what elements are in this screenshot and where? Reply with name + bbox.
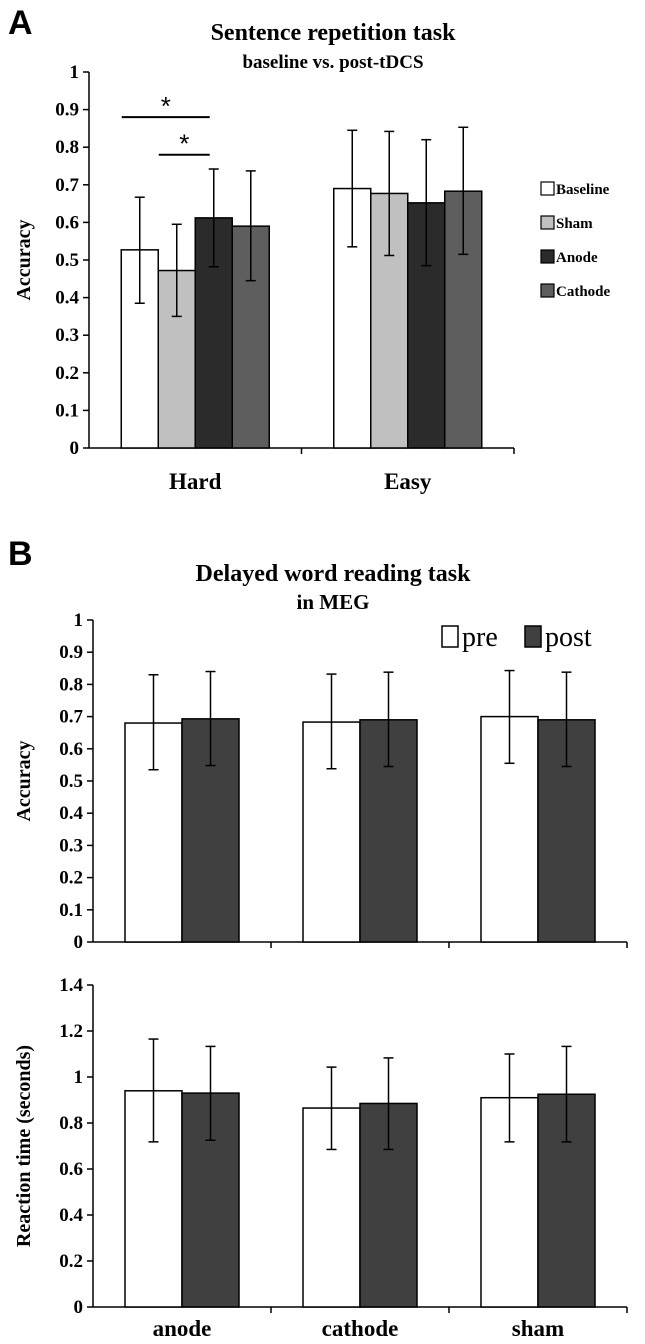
y-tick-label: 0.7 — [59, 707, 83, 728]
y-tick-label: 1 — [70, 62, 80, 83]
y-axis-label: Accuracy — [13, 740, 35, 821]
y-axis-label: Accuracy — [13, 219, 35, 300]
y-tick-label: 0.6 — [59, 739, 83, 760]
x-category-label: Easy — [384, 469, 432, 494]
legend-label-baseline: Baseline — [556, 182, 610, 198]
legend-label-pre: pre — [462, 622, 498, 653]
y-tick-label: 1.2 — [59, 1021, 83, 1042]
legend-swatch-sham — [540, 215, 555, 230]
x-category-label: sham — [512, 1316, 564, 1341]
y-tick-label: 0.4 — [59, 1205, 83, 1226]
y-tick-label: 0.8 — [55, 137, 79, 158]
y-tick-label: 0.6 — [59, 1159, 83, 1180]
x-category-label: anode — [153, 1316, 212, 1341]
chart-b-subtitle: in MEG — [297, 590, 370, 614]
chart-a: 0 0.1 0.2 0.3 0.4 0.5 0.6 0.7 0.8 0.9 1 Accuracy Har… — [13, 62, 611, 494]
y-tick-label: 0.4 — [55, 288, 79, 309]
chart-a-title: Sentence repetition task — [211, 20, 457, 46]
bar-post-cathode — [359, 1102, 418, 1308]
panel-label-b: B — [8, 535, 33, 573]
y-tick-label: 0.4 — [59, 803, 83, 824]
legend-swatch-baseline — [540, 181, 555, 196]
x-category-label: cathode — [322, 1316, 399, 1341]
y-tick-label: 1 — [74, 1067, 84, 1088]
y-tick-label: 0 — [70, 438, 80, 459]
y-tick-label: 0.5 — [55, 250, 79, 271]
y-tick-label: 0.3 — [55, 325, 79, 346]
y-tick-label: 0 — [74, 932, 84, 953]
y-tick-label: 0.6 — [55, 212, 79, 233]
y-tick-label: 0 — [74, 1297, 84, 1318]
y-tick-label: 0.2 — [59, 1251, 83, 1272]
panel-label-a: A — [8, 4, 33, 42]
legend-label-post: post — [545, 622, 592, 653]
chart-b-reaction-time: 0 0.2 0.4 0.6 0.8 1 1.2 1.4 Reaction time (secon… — [13, 975, 628, 1341]
legend-swatch-pre — [441, 625, 459, 648]
y-tick-label: 0.3 — [59, 835, 83, 856]
legend-label-sham: Sham — [556, 216, 593, 232]
significance-star: * — [161, 91, 171, 121]
legend-swatch-anode — [540, 249, 555, 264]
y-tick-label: 0.9 — [55, 100, 79, 121]
legend-label-anode: Anode — [556, 250, 598, 266]
y-axis-label: Reaction time (seconds) — [13, 1045, 35, 1247]
legend-swatch-cathode — [540, 283, 555, 298]
x-category-label: Hard — [169, 469, 222, 494]
y-tick-label: 0.9 — [59, 642, 83, 663]
legend-label-cathode: Cathode — [556, 284, 611, 300]
chart-b-title: Delayed word reading task — [196, 561, 472, 587]
y-tick-label: 0.1 — [59, 900, 83, 921]
significance-star: * — [179, 129, 189, 159]
chart-a-subtitle: baseline vs. post-tDCS — [242, 52, 423, 73]
y-tick-label: 0.2 — [55, 363, 79, 384]
chart-b-accuracy: 0 0.1 0.2 0.3 0.4 0.5 0.6 0.7 0.8 0.9 1 Accuracy pre… — [13, 610, 628, 953]
y-tick-label: 1.4 — [59, 975, 83, 996]
y-tick-label: 0.8 — [59, 674, 83, 695]
y-tick-label: 0.7 — [55, 175, 79, 196]
y-tick-label: 1 — [74, 610, 84, 631]
y-tick-label: 0.5 — [59, 771, 83, 792]
legend-swatch-post — [524, 625, 542, 648]
y-tick-label: 0.2 — [59, 868, 83, 889]
y-tick-label: 0.1 — [55, 400, 79, 421]
y-tick-label: 0.8 — [59, 1113, 83, 1134]
